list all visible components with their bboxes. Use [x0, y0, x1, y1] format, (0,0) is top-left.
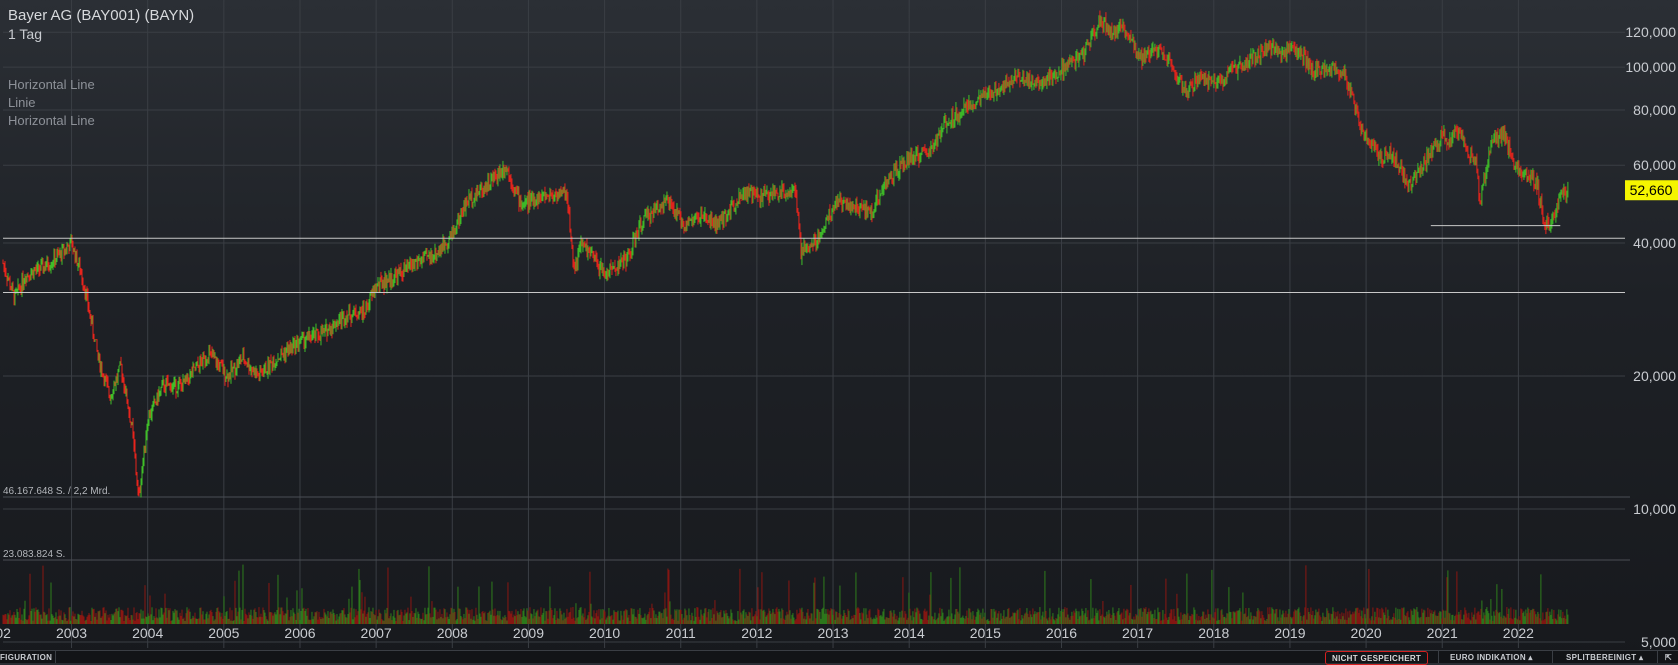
volume-scale-upper: 46.167.648 S. / 2,2 Mrd. [3, 486, 111, 497]
x-tick-label: 2021 [1427, 625, 1458, 641]
y-tick-label: 20,000 [1633, 368, 1676, 384]
x-tick-label: 2020 [1351, 625, 1382, 641]
x-tick-label: 2017 [1122, 625, 1153, 641]
volume-bars [2, 564, 1569, 624]
y-tick-label: 40,000 [1633, 235, 1676, 251]
x-tick-label: 2008 [437, 625, 468, 641]
price-candles [2, 10, 1569, 498]
x-tick-label: 2019 [1274, 625, 1305, 641]
euro-indication-button[interactable]: EURO INDIKATION ▴ [1450, 653, 1533, 662]
x-tick-label: 2003 [56, 625, 87, 641]
interval-label[interactable]: 1 Tag [8, 26, 42, 42]
configuration-button[interactable]: FIGURATION [0, 653, 53, 662]
x-tick-label: 2007 [361, 625, 392, 641]
x-tick-label: 2016 [1046, 625, 1077, 641]
x-tick-label: 2006 [284, 625, 315, 641]
x-tick-label: 2014 [894, 625, 925, 641]
chart-grid [3, 0, 1630, 648]
last-price-badge [1625, 180, 1678, 201]
last-price-marker: 52,660 [1625, 180, 1678, 201]
x-tick-label: 2018 [1198, 625, 1229, 641]
y-tick-label: 100,000 [1625, 59, 1676, 75]
instrument-title: Bayer AG (BAY001) (BAYN) [8, 7, 195, 24]
x-tick-label: 2011 [666, 625, 696, 641]
x-tick-label: 2013 [817, 625, 848, 641]
x-tick-label: 2004 [132, 625, 163, 641]
not-saved-button[interactable]: NICHT GESPEICHERT [1325, 651, 1429, 665]
y-tick-label: 120,000 [1625, 24, 1676, 40]
y-tick-label: 80,000 [1633, 102, 1676, 118]
toolbar-divider [1438, 651, 1439, 663]
x-tick-label: 2009 [513, 625, 544, 641]
expand-icon[interactable]: ⇱ [1665, 653, 1673, 662]
y-axis: 120,000 100,000 80,000 60,000 40,000 20,000 10… [1625, 24, 1676, 650]
x-tick-label: 2022 [1503, 625, 1534, 641]
bottom-toolbar: FIGURATION NICHT GESPEICHERT EURO INDIKA… [0, 650, 1678, 665]
volume-scale-lower: 23.083.824 S. [3, 549, 66, 560]
split-adjusted-button[interactable]: SPLITBEREINIGT ▴ [1566, 653, 1644, 662]
horizontal-lines [3, 225, 1625, 294]
last-price-label: 52,660 [1630, 182, 1673, 198]
x-tick-label: 2010 [589, 625, 620, 641]
toolbar-divider [55, 651, 56, 663]
x-tick-label: 2005 [208, 625, 239, 641]
x-tick-label: 2002 [0, 625, 11, 641]
study-horizontal-line-1[interactable]: Horizontal Line [8, 77, 95, 92]
x-tick-label: 2012 [741, 625, 772, 641]
study-list: Horizontal Line Linie Horizontal Line [8, 76, 95, 130]
x-axis: 2002 2003 2004 2005 2006 2007 2008 2009 2010 2011… [0, 625, 1534, 641]
x-tick-label: 2015 [970, 625, 1001, 641]
y-tick-label: 10,000 [1633, 501, 1676, 517]
study-line[interactable]: Linie [8, 95, 36, 110]
toolbar-divider [1657, 651, 1658, 663]
toolbar-divider [1552, 651, 1553, 663]
study-horizontal-line-2[interactable]: Horizontal Line [8, 113, 95, 128]
y-tick-label: 5,000 [1641, 634, 1676, 650]
y-tick-label: 60,000 [1633, 157, 1676, 173]
